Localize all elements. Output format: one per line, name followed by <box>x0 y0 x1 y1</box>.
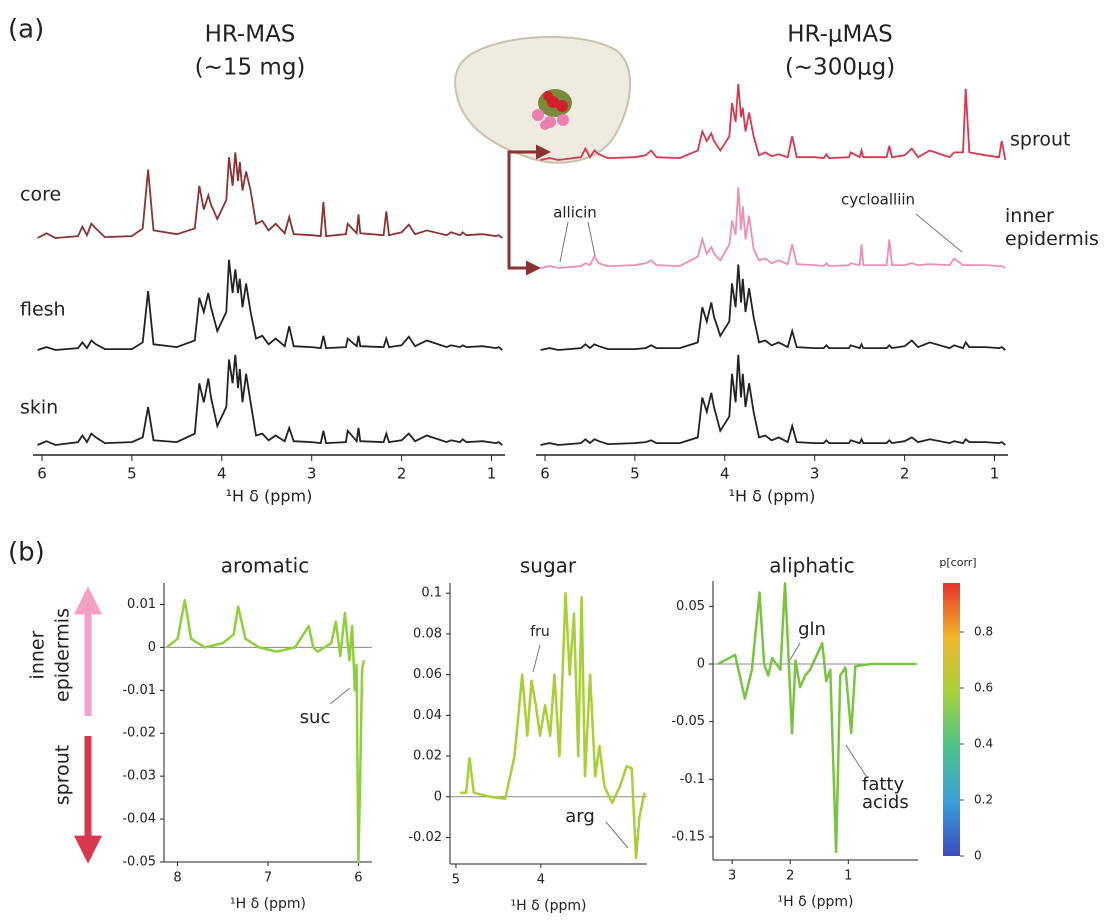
chart-title: aromatic <box>221 554 309 578</box>
y-tick-label: 0.01 <box>127 597 156 612</box>
chart-title: aliphatic <box>769 554 854 578</box>
annotation: cycloalliin <box>841 191 915 209</box>
annotation: fru <box>530 624 550 640</box>
annotation: fatty acids <box>862 774 909 813</box>
annotation: allicin <box>553 204 597 222</box>
y-tick-label: -0.02 <box>122 726 156 741</box>
colorbar-tick-label: 0.8 <box>974 625 993 639</box>
spectrum <box>37 354 503 446</box>
x-axis-label: ¹H δ (ppm) <box>511 898 587 914</box>
annotation-leader <box>915 213 963 253</box>
colorbar-tick-label: 0.6 <box>974 681 993 695</box>
x-tick-label: 1 <box>487 465 497 483</box>
spectrum <box>540 187 1006 269</box>
series-label: inner epidermis <box>1005 205 1099 250</box>
y-tick-label: 0 <box>697 657 705 672</box>
x-tick-label: 5 <box>127 465 137 483</box>
chart-title: HR-MAS <box>205 22 296 48</box>
chart-subtitle: (~15 mg) <box>195 55 306 81</box>
annotation-leader <box>532 644 541 673</box>
y-tick-label: -0.05 <box>122 855 156 870</box>
y-tick-label: 0.05 <box>676 599 705 614</box>
direction-label: epidermis <box>52 608 74 702</box>
annotation: suc <box>300 707 331 728</box>
chart-subtitle: (~300μg) <box>785 55 895 81</box>
y-tick-label: -0.03 <box>122 769 156 784</box>
y-tick-label: -0.15 <box>671 829 705 844</box>
spectrum <box>540 354 1006 446</box>
annotation: arg <box>565 806 595 827</box>
x-axis-label: ¹H δ (ppm) <box>729 487 816 506</box>
loading-line <box>460 591 646 860</box>
colorbar <box>943 583 960 856</box>
x-tick-label: 3 <box>810 465 820 483</box>
x-tick-label: 5 <box>452 873 460 888</box>
x-tick-label: 2 <box>397 465 407 483</box>
panel-label: (b) <box>8 538 45 568</box>
x-tick-label: 4 <box>537 873 545 888</box>
x-tick-label: 3 <box>728 869 736 884</box>
x-tick-label: 2 <box>900 465 910 483</box>
y-tick-label: 0.02 <box>413 749 442 764</box>
x-axis-label: ¹H δ (ppm) <box>230 896 306 912</box>
x-tick-label: 6 <box>37 465 47 483</box>
loading-line <box>717 582 916 854</box>
y-tick-label: 0 <box>434 789 442 804</box>
y-tick-label: -0.05 <box>671 714 705 729</box>
y-tick-label: -0.04 <box>122 812 156 827</box>
colorbar-tick-label: 0.4 <box>974 737 993 751</box>
series-label: core <box>20 184 61 206</box>
panel-label: (a) <box>8 15 44 45</box>
annotation-leader <box>329 687 351 705</box>
annotation-leader <box>587 221 596 257</box>
x-tick-label: 6 <box>354 871 362 886</box>
x-tick-label: 4 <box>720 465 730 483</box>
chart-title: sugar <box>520 554 577 578</box>
series-label: sprout <box>1010 129 1070 151</box>
annotation-leader <box>605 821 629 849</box>
spectrum <box>540 264 1006 351</box>
y-tick-label: -0.1 <box>680 772 705 787</box>
spectrum <box>37 152 503 239</box>
x-tick-label: 5 <box>630 465 640 483</box>
colorbar-tick-label: 0 <box>974 849 982 863</box>
y-tick-label: 0.1 <box>421 586 442 601</box>
y-tick-label: -0.02 <box>408 830 442 845</box>
x-tick-label: 8 <box>173 871 181 886</box>
y-tick-label: 0.04 <box>413 708 442 723</box>
spectrum <box>540 83 1007 161</box>
x-tick-label: 3 <box>307 465 317 483</box>
annotation-leader <box>789 642 801 661</box>
y-tick-label: -0.01 <box>122 683 156 698</box>
y-tick-label: 0.08 <box>413 626 442 641</box>
x-tick-label: 6 <box>540 465 550 483</box>
direction-label: inner <box>27 630 49 679</box>
loading-line <box>165 598 366 864</box>
annotation: gln <box>798 619 826 640</box>
x-tick-label: 1 <box>844 869 852 884</box>
series-label: skin <box>20 397 58 419</box>
x-tick-label: 1 <box>990 465 1000 483</box>
x-tick-label: 7 <box>264 871 272 886</box>
y-tick-label: 0.06 <box>413 667 442 682</box>
y-tick-label: 0 <box>148 640 156 655</box>
x-tick-label: 2 <box>786 869 794 884</box>
series-label: flesh <box>20 299 66 321</box>
annotation-leader <box>559 221 569 263</box>
x-tick-label: 4 <box>217 465 227 483</box>
bracket-arrow <box>507 150 546 276</box>
chart-title: HR-μMAS <box>787 22 892 48</box>
x-axis-label: ¹H δ (ppm) <box>226 487 313 506</box>
garlic-image <box>454 35 632 164</box>
annotation-leader <box>845 744 867 777</box>
colorbar-tick-label: 0.2 <box>974 793 993 807</box>
spectrum <box>37 259 503 351</box>
x-axis-label: ¹H δ (ppm) <box>778 894 854 910</box>
direction-label: sprout <box>52 745 74 805</box>
colorbar-title: p[corr] <box>939 556 976 569</box>
